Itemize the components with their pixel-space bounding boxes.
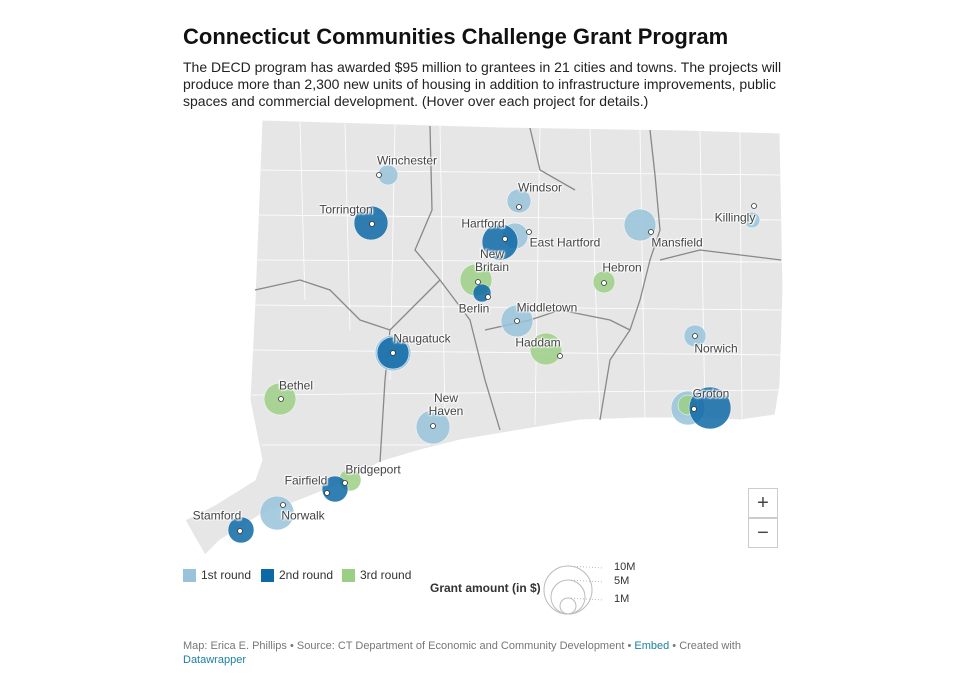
datawrapper-link[interactable]: Datawrapper xyxy=(183,654,246,666)
place-dot xyxy=(278,396,284,402)
zoom-in[interactable]: + xyxy=(748,488,778,518)
place-dot xyxy=(691,406,697,412)
legend-label: 2nd round xyxy=(279,568,334,582)
place-label: Middletown xyxy=(516,300,578,315)
created-with: • Created with xyxy=(672,640,741,652)
footer: Map: Erica E. Phillips • Source: CT Depa… xyxy=(183,639,783,667)
zoom-out[interactable]: − xyxy=(748,518,778,548)
legend-item: 2nd round xyxy=(261,568,333,582)
place-dot xyxy=(502,236,508,242)
legend-swatch xyxy=(261,568,274,582)
place-dot xyxy=(751,203,757,209)
legend-item: 3rd round xyxy=(342,568,411,582)
place-dot xyxy=(342,480,348,486)
place-label: New Haven xyxy=(428,391,464,418)
place-label: Haddam xyxy=(515,335,561,350)
title: Connecticut Communities Challenge Grant … xyxy=(183,24,729,49)
place-dot xyxy=(526,229,532,235)
place-label: Groton xyxy=(692,386,730,401)
size-circle xyxy=(543,565,593,615)
project-bubble xyxy=(623,208,657,242)
place-dot xyxy=(430,423,436,429)
place-label: Norwich xyxy=(694,341,738,356)
credit: Map: Erica E. Phillips • Source: CT Depa… xyxy=(183,640,632,652)
place-dot xyxy=(369,221,375,227)
place-dot xyxy=(376,172,382,178)
legend-label: 1st round xyxy=(201,568,252,582)
place-dot xyxy=(557,353,563,359)
project-bubble xyxy=(743,211,761,229)
size-circle xyxy=(559,597,577,615)
county-lines xyxy=(254,125,782,463)
place-dot xyxy=(648,229,654,235)
legend-item: 1st round xyxy=(183,568,251,582)
place-label: Hebron xyxy=(602,260,642,275)
place-dot xyxy=(324,490,330,496)
place-dot xyxy=(475,279,481,285)
place-dot xyxy=(514,318,520,324)
size-label: 1M xyxy=(614,593,630,605)
place-label: Norwalk xyxy=(281,508,325,523)
size-label: 10M xyxy=(614,561,636,573)
place-dot xyxy=(237,528,243,534)
legend-swatch xyxy=(183,568,196,582)
size-leader xyxy=(567,597,605,601)
place-label: Torrington xyxy=(319,202,373,217)
legend-swatch xyxy=(342,568,355,582)
place-label: Berlin xyxy=(458,301,490,316)
place-label: Fairfield xyxy=(284,473,328,488)
place-dot xyxy=(516,204,522,210)
place-label: Bridgeport xyxy=(345,462,401,477)
place-label: Bethel xyxy=(278,378,314,393)
size-legend-title: Grant amount (in $) xyxy=(430,581,541,595)
place-label: East Hartford xyxy=(529,235,601,250)
project-bubble xyxy=(321,475,349,503)
place-label: Mansfield xyxy=(651,235,703,250)
place-label: Winchester xyxy=(376,153,438,168)
description: The DECD program has awarded $95 million… xyxy=(183,59,782,109)
legend-label: 3rd round xyxy=(360,568,412,582)
project-bubble xyxy=(481,223,519,261)
place-label: Naugatuck xyxy=(393,331,451,346)
place-label: Windsor xyxy=(517,180,563,195)
size-circle xyxy=(550,579,586,615)
place-dot xyxy=(280,502,286,508)
place-label: Killingly xyxy=(714,210,756,225)
place-label: Stamford xyxy=(192,508,242,523)
place-label: New Britain xyxy=(474,247,509,274)
size-leader xyxy=(567,565,605,569)
place-dot xyxy=(390,350,396,356)
size-label: 5M xyxy=(614,575,630,587)
project-bubble xyxy=(506,188,532,214)
place-label: Hartford xyxy=(461,216,505,231)
project-bubble xyxy=(529,332,563,366)
size-leader xyxy=(567,579,605,583)
project-bubble xyxy=(688,386,732,430)
embed-link[interactable]: Embed xyxy=(634,640,670,652)
place-dot xyxy=(601,280,607,286)
place-dot xyxy=(485,294,491,300)
place-dot xyxy=(692,333,698,339)
